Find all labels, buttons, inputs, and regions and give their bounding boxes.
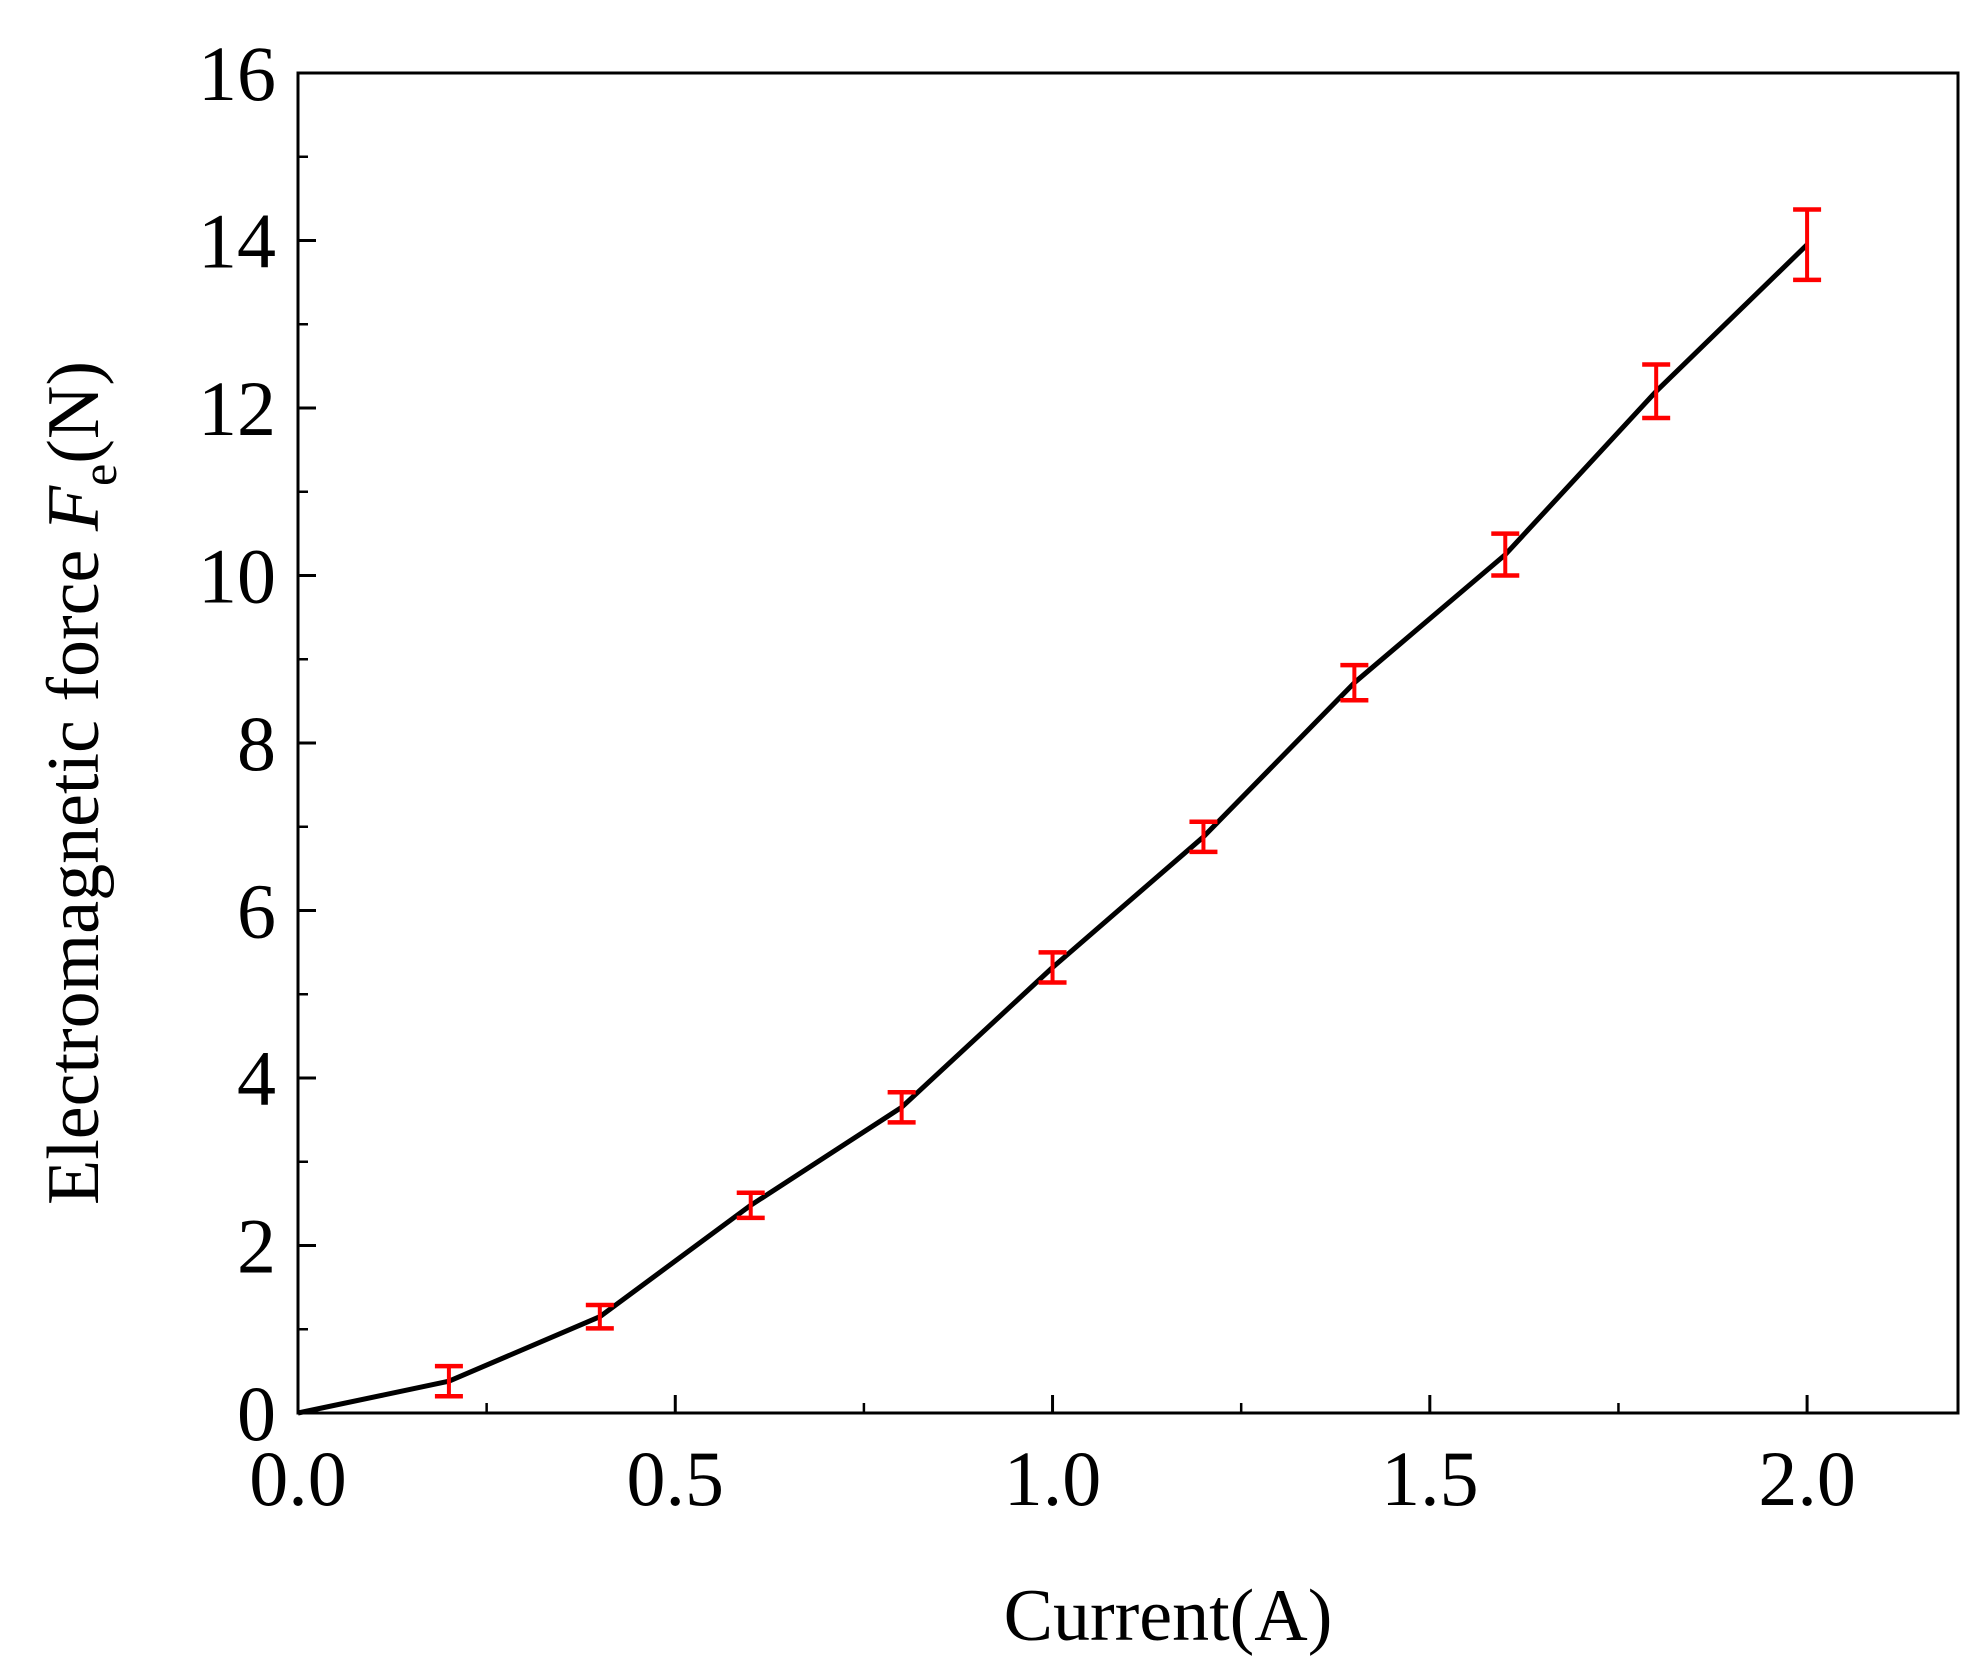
x-axis-title: Current(A) <box>1004 1575 1333 1657</box>
y-axis-title-symbol: F <box>33 485 115 532</box>
tick-marks <box>296 71 1809 1415</box>
x-tick-label: 2.0 <box>1758 1435 1856 1522</box>
error-bar <box>585 1302 614 1331</box>
x-tick-label: 1.0 <box>1004 1435 1102 1522</box>
x-tick-labels: 0.0 0.5 1.0 1.5 2.0 <box>249 1435 1856 1522</box>
y-tick-label: 0 <box>237 1370 276 1457</box>
error-bar <box>887 1089 916 1125</box>
error-bar <box>736 1190 765 1221</box>
x-tick-label: 1.5 <box>1381 1435 1479 1522</box>
y-tick-label: 4 <box>237 1035 276 1122</box>
y-tick-label: 10 <box>198 533 276 620</box>
error-bar <box>1038 950 1067 985</box>
error-bar <box>1793 207 1822 283</box>
y-tick-label: 12 <box>198 365 276 452</box>
y-axis-title-subscript: e <box>71 464 127 486</box>
plot-frame <box>296 71 1960 1415</box>
y-tick-label: 8 <box>237 700 276 787</box>
error-bars <box>434 207 1822 1399</box>
error-bar <box>434 1363 463 1399</box>
y-tick-label: 16 <box>198 30 276 117</box>
error-bar <box>1189 819 1218 855</box>
y-tick-labels: 0 2 4 6 8 10 12 14 16 <box>198 30 276 1457</box>
y-axis-title-prefix: Electromagnetic force <box>33 531 115 1205</box>
series-line <box>297 242 1809 1416</box>
y-axis-title-suffix: (N) <box>33 361 115 464</box>
error-bar <box>1340 662 1369 703</box>
error-bar <box>1491 531 1520 578</box>
y-axis-title: Electromagnetic force Fe(N) <box>33 361 127 1205</box>
data-series <box>297 242 1809 1416</box>
x-tick-label: 0.5 <box>627 1435 725 1522</box>
y-tick-label: 14 <box>198 198 276 285</box>
y-tick-label: 6 <box>237 868 276 955</box>
x-tick-label: 0.0 <box>249 1435 347 1522</box>
error-bar <box>1642 362 1671 421</box>
y-tick-label: 2 <box>237 1203 276 1290</box>
